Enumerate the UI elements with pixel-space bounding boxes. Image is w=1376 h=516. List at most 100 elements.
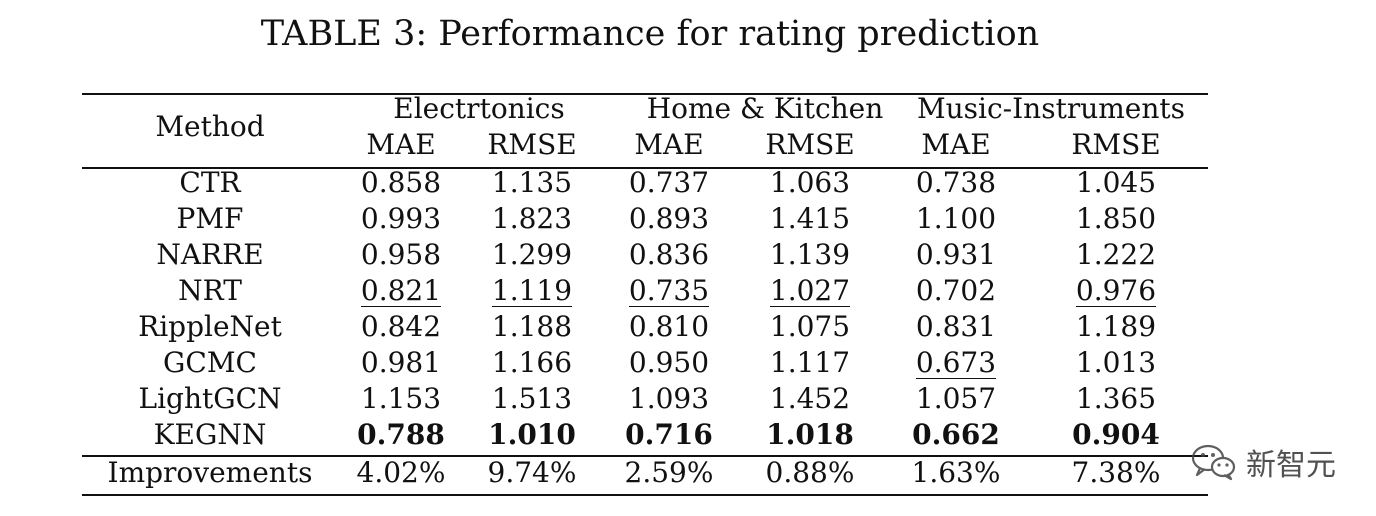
value-cell-text: 0.831 [915, 310, 997, 343]
value-cell: 1.188 [462, 309, 602, 345]
value-cell-text: 0.950 [628, 346, 710, 379]
value-cell-text: 1.135 [491, 166, 573, 199]
method-cell-text: GCMC [163, 346, 257, 379]
metric-header-rmse-text: RMSE [765, 128, 855, 161]
method-cell-text: LightGCN [138, 382, 282, 415]
table-caption: TABLE 3: Performance for rating predicti… [260, 14, 1040, 54]
improvement-value-text: 9.74% [487, 456, 577, 489]
metric-header-rmse-text: RMSE [487, 128, 577, 161]
value-cell-text: 1.452 [769, 382, 851, 415]
table-header-rule [82, 167, 1208, 169]
value-cell: 0.737 [599, 165, 739, 201]
value-cell-text: 0.858 [360, 166, 442, 199]
metric-header-mae: MAE [331, 127, 471, 163]
value-cell-text: 1.188 [491, 310, 573, 343]
improvement-value: 9.74% [462, 455, 602, 491]
value-cell: 1.119 [462, 273, 602, 309]
value-cell-text: 1.100 [915, 202, 997, 235]
method-cell: NARRE [82, 237, 338, 273]
improvement-value-text: 4.02% [356, 456, 446, 489]
value-cell-text: 1.063 [769, 166, 851, 199]
value-cell: 1.365 [1046, 381, 1186, 417]
value-cell: 1.045 [1046, 165, 1186, 201]
value-cell: 1.299 [462, 237, 602, 273]
value-cell: 1.850 [1046, 201, 1186, 237]
improvement-value-text: 1.63% [911, 456, 1001, 489]
value-cell: 0.831 [886, 309, 1026, 345]
improvements-label-text: Improvements [107, 456, 313, 489]
value-cell-text: 0.737 [628, 166, 710, 199]
method-cell-text: CTR [179, 166, 241, 199]
value-cell-text: 0.958 [360, 238, 442, 271]
method-cell: LightGCN [82, 381, 338, 417]
value-cell: 1.135 [462, 165, 602, 201]
value-cell-text: 1.365 [1075, 382, 1157, 415]
value-cell-text: 1.166 [491, 346, 573, 379]
method-cell: GCMC [82, 345, 338, 381]
value-cell: 1.139 [740, 237, 880, 273]
group-header-electronics: Electrtonics [393, 92, 565, 125]
value-cell: 0.931 [886, 237, 1026, 273]
method-cell: KEGNN [82, 417, 338, 453]
value-cell-text: 0.738 [915, 166, 997, 199]
value-cell: 0.958 [331, 237, 471, 273]
value-cell-text: 1.117 [769, 346, 851, 379]
value-cell: 0.858 [331, 165, 471, 201]
value-cell: 0.904 [1046, 417, 1186, 453]
value-cell-text: 0.788 [357, 418, 445, 451]
value-cell: 1.063 [740, 165, 880, 201]
value-cell-text: 0.993 [360, 202, 442, 235]
wechat-icon [1190, 442, 1238, 482]
method-cell: PMF [82, 201, 338, 237]
value-cell: 1.100 [886, 201, 1026, 237]
value-cell: 1.189 [1046, 309, 1186, 345]
improvements-label: Improvements [82, 455, 338, 491]
value-cell-text: 1.045 [1075, 166, 1157, 199]
improvement-value: 4.02% [331, 455, 471, 491]
method-cell-text: RippleNet [138, 310, 282, 343]
method-cell: CTR [82, 165, 338, 201]
value-cell: 0.788 [331, 417, 471, 453]
value-cell: 0.993 [331, 201, 471, 237]
value-cell-text: 1.010 [488, 418, 576, 451]
value-cell-text: 1.153 [360, 382, 442, 415]
value-cell: 0.738 [886, 165, 1026, 201]
value-cell-text: 1.075 [769, 310, 851, 343]
group-header-music-instruments: Music-Instruments [916, 92, 1186, 125]
value-cell: 1.010 [462, 417, 602, 453]
value-cell: 1.117 [740, 345, 880, 381]
table-top-rule [82, 93, 1208, 95]
improvement-value-text: 7.38% [1071, 456, 1161, 489]
value-cell: 0.893 [599, 201, 739, 237]
value-cell-text: 0.893 [628, 202, 710, 235]
value-cell-text: 1.823 [491, 202, 573, 235]
watermark: 新智元 [1190, 440, 1336, 484]
metric-header-rmse: RMSE [1046, 127, 1186, 163]
value-cell: 1.415 [740, 201, 880, 237]
value-cell-text: 1.057 [915, 382, 997, 415]
improvement-value: 2.59% [599, 455, 739, 491]
metric-header-rmse: RMSE [462, 127, 602, 163]
metric-header-rmse: RMSE [740, 127, 880, 163]
value-cell: 0.821 [331, 273, 471, 309]
value-cell: 1.823 [462, 201, 602, 237]
value-cell-text: 0.662 [912, 418, 1000, 451]
value-cell-text: 1.013 [1075, 346, 1157, 379]
value-cell: 0.662 [886, 417, 1026, 453]
value-cell: 0.842 [331, 309, 471, 345]
value-cell-text: 0.904 [1072, 418, 1160, 451]
value-cell-text: 1.415 [769, 202, 851, 235]
value-cell: 1.513 [462, 381, 602, 417]
value-cell-text: 1.189 [1075, 310, 1157, 343]
value-cell-text: 0.673 [915, 346, 997, 379]
value-cell: 0.976 [1046, 273, 1186, 309]
metric-header-mae: MAE [599, 127, 739, 163]
value-cell-text: 1.222 [1075, 238, 1157, 271]
value-cell: 1.452 [740, 381, 880, 417]
value-cell: 1.018 [740, 417, 880, 453]
improvement-value: 0.88% [740, 455, 880, 491]
method-cell: RippleNet [82, 309, 338, 345]
table-improvements-rule [82, 455, 1208, 457]
metric-header-mae-text: MAE [921, 128, 991, 161]
value-cell: 0.673 [886, 345, 1026, 381]
